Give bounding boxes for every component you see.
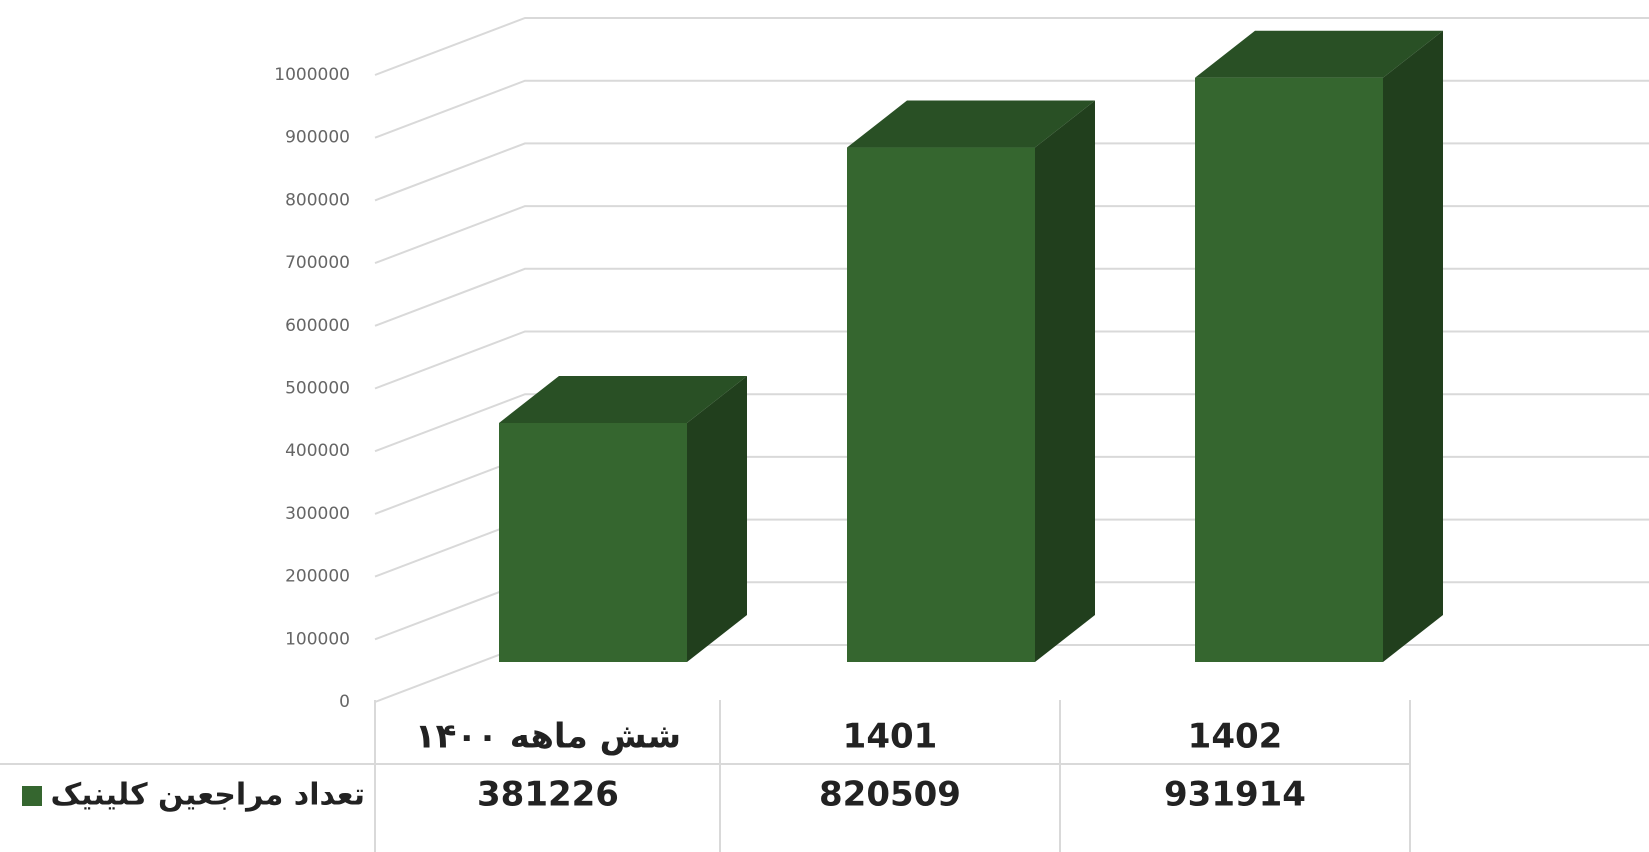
bar-side bbox=[1035, 100, 1095, 663]
legend-label: تعداد مراجعین کلینیک bbox=[50, 778, 365, 813]
grid-line bbox=[374, 17, 1649, 76]
y-tick-label: 100000 bbox=[285, 629, 350, 649]
x-tick-label: 1401 bbox=[843, 717, 938, 757]
bar-top bbox=[1195, 30, 1443, 78]
y-tick-label: 200000 bbox=[285, 567, 350, 587]
x-tick-label: 1402 bbox=[1188, 717, 1283, 757]
value-cell: 931914 bbox=[1164, 775, 1306, 815]
legend-key bbox=[22, 786, 42, 806]
x-tick-label: شش ماهه ۱۴۰۰ bbox=[415, 717, 681, 757]
bar-top bbox=[499, 375, 747, 423]
y-tick-label: 600000 bbox=[285, 316, 350, 336]
bar-top bbox=[847, 100, 1095, 148]
bar bbox=[847, 147, 1035, 662]
data-table bbox=[0, 700, 1411, 852]
y-tick-label: 500000 bbox=[285, 379, 350, 399]
bar-side bbox=[687, 375, 747, 662]
value-cell: 820509 bbox=[819, 775, 961, 815]
y-tick-label: 700000 bbox=[285, 253, 350, 273]
y-tick-label: 300000 bbox=[285, 504, 350, 524]
y-tick-label: 1000000 bbox=[274, 65, 350, 85]
y-tick-label: 800000 bbox=[285, 190, 350, 210]
y-tick-label: 0 bbox=[339, 692, 350, 712]
y-tick-label: 900000 bbox=[285, 128, 350, 148]
bar bbox=[499, 422, 687, 662]
y-tick-label: 400000 bbox=[285, 441, 350, 461]
bar-side bbox=[1383, 30, 1443, 662]
bar bbox=[1195, 77, 1383, 662]
value-cell: 381226 bbox=[477, 775, 619, 815]
